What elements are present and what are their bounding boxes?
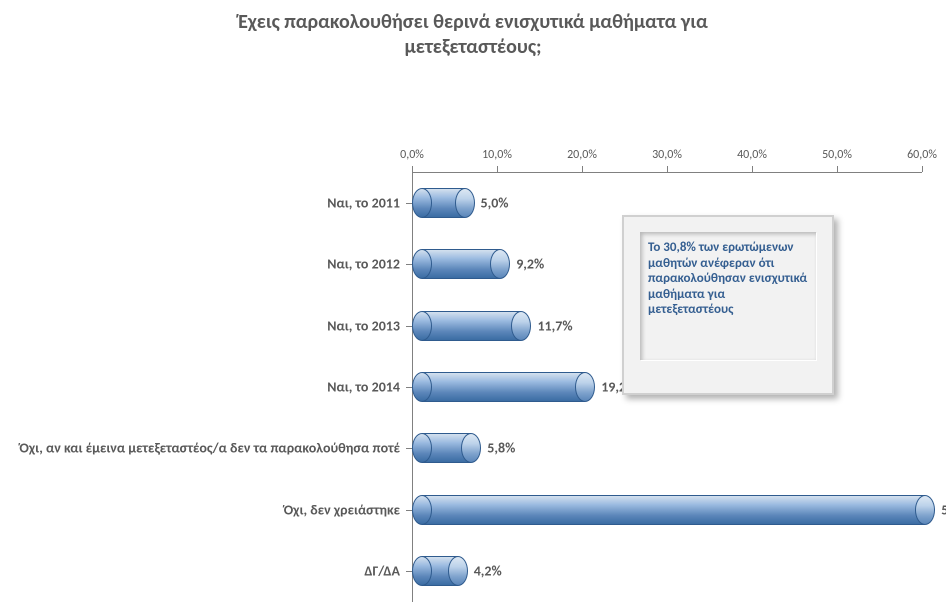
chart-title-line2: μετεξεταστέους; <box>0 35 946 60</box>
bar-cap-left <box>412 311 432 341</box>
category-label: Όχι, αν και έμεινα μετεξεταστέος/α δεν τ… <box>18 441 400 456</box>
chart-title-line1: Έχεις παρακολουθήσει θερινά ενισχυτικά μ… <box>0 10 946 35</box>
bar-cap-right <box>575 372 595 402</box>
bar-cylinder <box>422 495 925 525</box>
bar-cap-right <box>915 495 935 525</box>
x-tick-label: 40,0% <box>737 148 767 162</box>
x-tick <box>837 166 838 172</box>
bar-cylinder <box>422 372 585 402</box>
category-label: Ναι, το 2013 <box>18 318 400 333</box>
bar-cylinder <box>422 311 521 341</box>
x-tick <box>497 166 498 172</box>
bar-cap-right <box>511 311 531 341</box>
bar-cap-right <box>455 188 475 218</box>
x-tick <box>667 166 668 172</box>
bar <box>412 556 468 586</box>
x-tick-label: 0,0% <box>400 148 424 162</box>
bar-cap-right <box>490 249 510 279</box>
x-tick-label: 50,0% <box>822 148 852 162</box>
bar-cap-right <box>448 556 468 586</box>
value-label: 5,0% <box>481 194 509 211</box>
bar-cap-left <box>412 556 432 586</box>
x-tick <box>412 166 413 172</box>
x-axis-line <box>412 172 922 173</box>
x-tick-label: 30,0% <box>652 148 682 162</box>
bar-cap-left <box>412 249 432 279</box>
x-tick <box>582 166 583 172</box>
chart-title: Έχεις παρακολουθήσει θερινά ενισχυτικά μ… <box>0 0 946 60</box>
bar <box>412 311 531 341</box>
x-tick <box>752 166 753 172</box>
bar <box>412 372 595 402</box>
category-label: ΔΓ/ΔΑ <box>18 564 400 579</box>
value-label: 4,2% <box>474 563 502 580</box>
value-label: 59,2% <box>941 501 946 518</box>
value-label: 9,2% <box>516 256 544 273</box>
value-label: 5,8% <box>487 440 515 457</box>
category-label: Όχι, δεν χρειάστηκε <box>18 502 400 517</box>
value-label: 11,7% <box>537 317 572 334</box>
x-tick-label: 10,0% <box>482 148 512 162</box>
bar-cap-left <box>412 433 432 463</box>
bar <box>412 188 475 218</box>
x-tick <box>922 166 923 172</box>
bar-cap-left <box>412 495 432 525</box>
bar <box>412 433 481 463</box>
category-label: Ναι, το 2012 <box>18 256 400 271</box>
bar <box>412 249 510 279</box>
bar-cylinder <box>422 249 500 279</box>
bar-cap-left <box>412 188 432 218</box>
category-label: Ναι, το 2011 <box>18 195 400 210</box>
bar-cap-left <box>412 372 432 402</box>
category-label: Ναι, το 2014 <box>18 379 400 394</box>
annotation-text: Το 30,8% των ερωτώμενων μαθητών ανέφεραν… <box>640 232 816 360</box>
x-tick-label: 60,0% <box>907 148 937 162</box>
bar <box>412 495 935 525</box>
x-tick-label: 20,0% <box>567 148 597 162</box>
bar-cap-right <box>461 433 481 463</box>
